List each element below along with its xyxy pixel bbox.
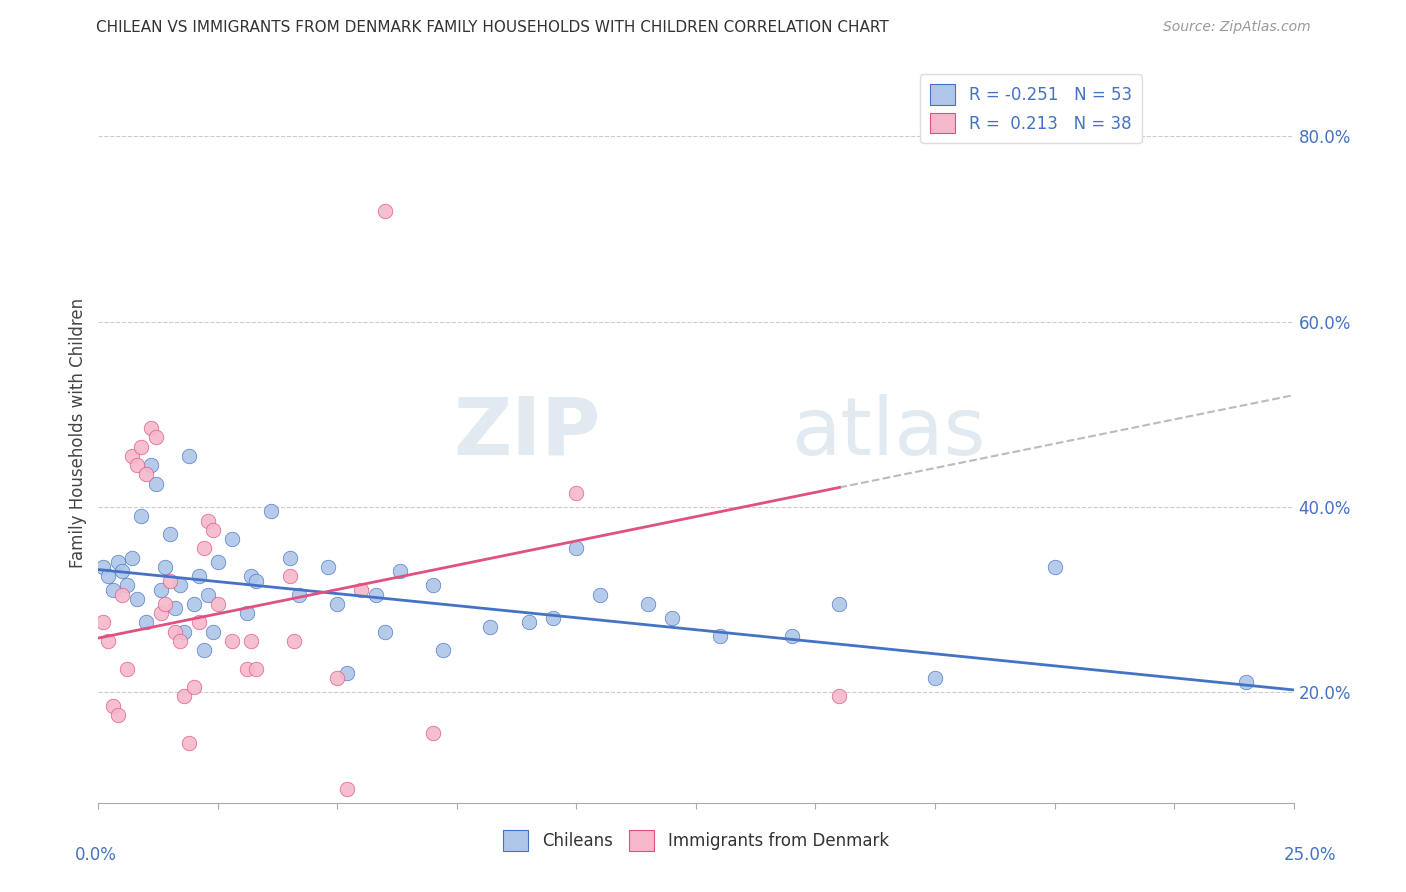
Point	[1234, 675, 1257, 690]
Point	[111, 565, 134, 579]
Point	[235, 662, 257, 676]
Point	[709, 629, 731, 643]
Point	[1043, 559, 1066, 574]
Point	[131, 508, 153, 523]
Point	[202, 523, 225, 537]
Point	[565, 485, 588, 500]
Point	[541, 610, 564, 624]
Point	[125, 458, 148, 472]
Point	[173, 624, 195, 639]
Point	[97, 633, 120, 648]
Point	[202, 624, 225, 639]
Point	[125, 592, 148, 607]
Point	[828, 597, 851, 611]
Legend: Chileans, Immigrants from Denmark: Chileans, Immigrants from Denmark	[496, 823, 896, 857]
Point	[221, 532, 243, 546]
Point	[245, 662, 267, 676]
Point	[350, 582, 373, 597]
Point	[565, 541, 588, 556]
Point	[155, 559, 177, 574]
Point	[374, 624, 396, 639]
Point	[91, 615, 114, 630]
Point	[163, 601, 186, 615]
Point	[115, 662, 138, 676]
Text: 25.0%: 25.0%	[1284, 846, 1337, 863]
Point	[240, 569, 263, 583]
Point	[283, 633, 305, 648]
Point	[183, 680, 205, 694]
Point	[107, 555, 129, 569]
Text: Source: ZipAtlas.com: Source: ZipAtlas.com	[1163, 20, 1310, 34]
Point	[135, 615, 157, 630]
Point	[828, 690, 851, 704]
Point	[145, 476, 167, 491]
Point	[422, 726, 444, 740]
Point	[187, 615, 209, 630]
Point	[145, 430, 167, 444]
Point	[179, 736, 201, 750]
Point	[101, 582, 124, 597]
Point	[121, 550, 143, 565]
Point	[589, 588, 612, 602]
Point	[221, 633, 243, 648]
Point	[517, 615, 540, 630]
Point	[135, 467, 157, 482]
Point	[139, 421, 162, 435]
Point	[121, 449, 143, 463]
Text: CHILEAN VS IMMIGRANTS FROM DENMARK FAMILY HOUSEHOLDS WITH CHILDREN CORRELATION C: CHILEAN VS IMMIGRANTS FROM DENMARK FAMIL…	[96, 20, 889, 35]
Point	[97, 569, 120, 583]
Point	[159, 527, 181, 541]
Point	[336, 666, 359, 681]
Text: atlas: atlas	[792, 393, 986, 472]
Point	[131, 440, 153, 454]
Point	[235, 606, 257, 620]
Point	[780, 629, 803, 643]
Point	[374, 203, 396, 218]
Point	[326, 671, 349, 685]
Point	[139, 458, 162, 472]
Point	[288, 588, 311, 602]
Point	[422, 578, 444, 592]
Point	[187, 569, 209, 583]
Point	[924, 671, 946, 685]
Point	[245, 574, 267, 588]
Point	[159, 574, 181, 588]
Point	[163, 624, 186, 639]
Point	[197, 588, 219, 602]
Point	[169, 578, 191, 592]
Point	[207, 597, 229, 611]
Point	[149, 606, 172, 620]
Point	[278, 569, 301, 583]
Point	[107, 707, 129, 722]
Point	[115, 578, 138, 592]
Point	[278, 550, 301, 565]
Text: ZIP: ZIP	[453, 393, 600, 472]
Point	[193, 541, 215, 556]
Point	[388, 565, 411, 579]
Point	[326, 597, 349, 611]
Point	[637, 597, 659, 611]
Point	[101, 698, 124, 713]
Point	[316, 559, 339, 574]
Point	[240, 633, 263, 648]
Y-axis label: Family Households with Children: Family Households with Children	[69, 298, 87, 567]
Point	[91, 559, 114, 574]
Point	[197, 514, 219, 528]
Point	[336, 781, 359, 796]
Point	[479, 620, 502, 634]
Point	[169, 633, 191, 648]
Point	[661, 610, 683, 624]
Point	[173, 690, 195, 704]
Point	[155, 597, 177, 611]
Point	[149, 582, 172, 597]
Point	[259, 504, 281, 518]
Point	[183, 597, 205, 611]
Point	[207, 555, 229, 569]
Point	[193, 643, 215, 657]
Text: 0.0%: 0.0%	[75, 846, 117, 863]
Point	[179, 449, 201, 463]
Point	[432, 643, 454, 657]
Point	[364, 588, 387, 602]
Point	[111, 588, 134, 602]
